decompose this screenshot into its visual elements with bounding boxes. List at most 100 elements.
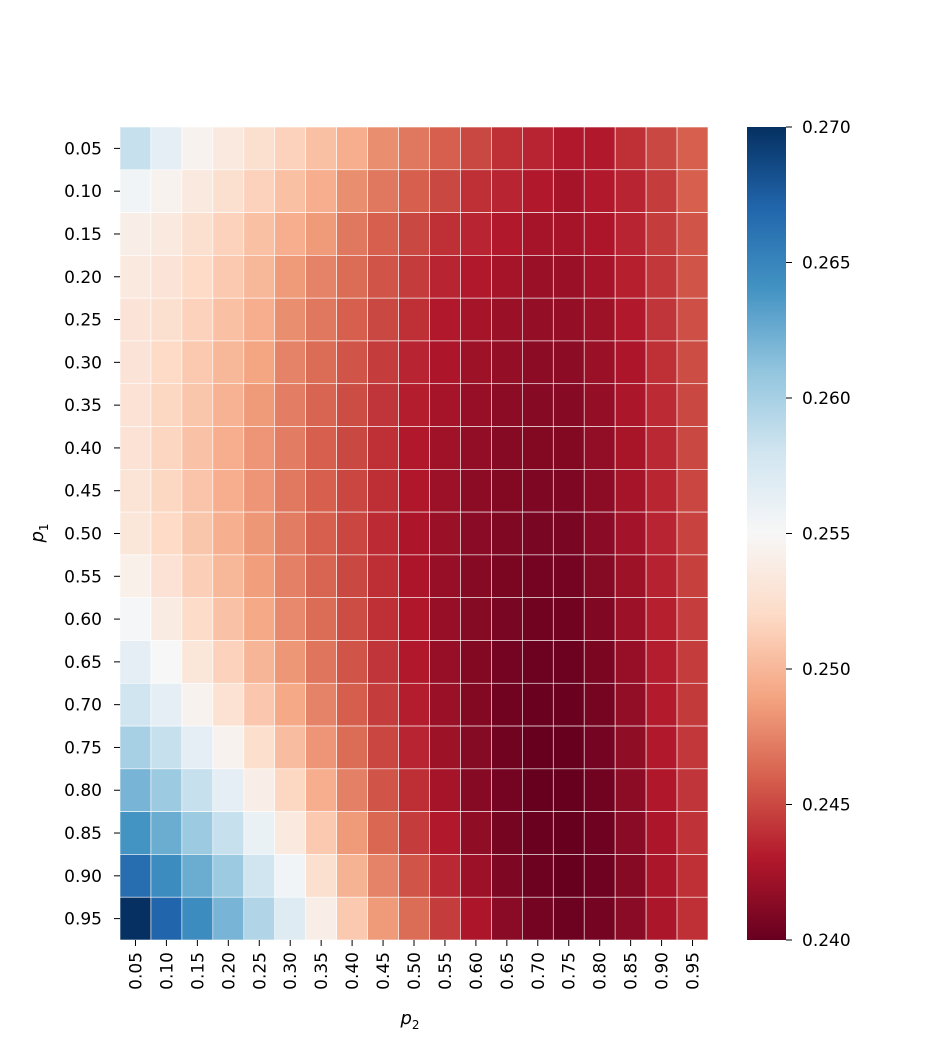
heatmap-cell bbox=[552, 126, 585, 171]
heatmap-cell bbox=[274, 725, 306, 770]
heatmap-cell bbox=[274, 768, 306, 812]
heatmap-cell bbox=[460, 212, 492, 256]
heatmap-cell bbox=[398, 126, 430, 171]
heatmap-cell bbox=[614, 212, 647, 256]
heatmap-cell bbox=[150, 597, 183, 641]
heatmap-cell bbox=[398, 640, 430, 684]
heatmap-cell bbox=[460, 640, 492, 684]
heatmap-cell bbox=[181, 469, 214, 513]
heatmap-cell bbox=[676, 511, 709, 556]
heatmap-cell bbox=[212, 554, 245, 598]
colorbar-tick-label: 0.240 bbox=[802, 931, 851, 951]
heatmap-cell bbox=[583, 768, 616, 812]
colorbar-tick-label: 0.245 bbox=[802, 796, 851, 816]
heatmap-cell bbox=[645, 896, 678, 941]
heatmap-cell bbox=[398, 469, 430, 513]
heatmap-cell bbox=[460, 768, 492, 812]
heatmap-cell bbox=[460, 255, 492, 299]
x-tick-label: 0.60 bbox=[467, 952, 487, 990]
heatmap-cell bbox=[305, 768, 337, 812]
heatmap-cell bbox=[614, 554, 647, 598]
x-tick-label: 0.25 bbox=[250, 952, 270, 990]
heatmap-cell bbox=[212, 126, 245, 171]
heatmap-cell bbox=[398, 426, 430, 470]
heatmap-cell bbox=[676, 169, 709, 213]
heatmap-cell bbox=[305, 725, 337, 770]
colorbar-tick-label: 0.265 bbox=[802, 254, 851, 274]
heatmap-cell bbox=[429, 511, 461, 556]
heatmap-cell bbox=[212, 340, 245, 385]
heatmap-cell bbox=[645, 854, 678, 898]
y-tick-label: 0.45 bbox=[64, 482, 102, 502]
heatmap-cell bbox=[367, 383, 399, 427]
heatmap-cell bbox=[212, 896, 245, 941]
heatmap-cell bbox=[522, 597, 554, 641]
heatmap-cell bbox=[367, 511, 399, 556]
heatmap-cell bbox=[367, 426, 399, 470]
heatmap-cell bbox=[181, 682, 214, 727]
heatmap-cell bbox=[181, 854, 214, 898]
heatmap-cell bbox=[243, 126, 276, 171]
heatmap-cell bbox=[645, 768, 678, 812]
heatmap-cell bbox=[274, 169, 306, 213]
heatmap-cell bbox=[429, 212, 461, 256]
heatmap-cell bbox=[460, 340, 492, 385]
heatmap-cell bbox=[305, 511, 337, 556]
heatmap-cell bbox=[274, 811, 306, 855]
heatmap-cell bbox=[212, 469, 245, 513]
heatmap-cell bbox=[336, 212, 368, 256]
heatmap-cell bbox=[212, 811, 245, 855]
y-tick-label: 0.90 bbox=[64, 867, 102, 887]
heatmap-cell bbox=[243, 169, 276, 213]
heatmap-cell bbox=[614, 811, 647, 855]
heatmap-cell bbox=[150, 255, 183, 299]
heatmap-cell bbox=[398, 169, 430, 213]
heatmap-cell bbox=[429, 896, 461, 941]
heatmap-cell bbox=[429, 725, 461, 770]
heatmap-cell bbox=[336, 640, 368, 684]
heatmap-cell bbox=[429, 426, 461, 470]
heatmap-cell bbox=[336, 169, 368, 213]
heatmap-cell bbox=[181, 126, 214, 171]
heatmap-cell bbox=[460, 297, 492, 342]
heatmap-cell bbox=[429, 126, 461, 171]
heatmap-cell bbox=[398, 597, 430, 641]
heatmap-cell bbox=[552, 682, 585, 727]
heatmap-cell bbox=[212, 511, 245, 556]
heatmap-cell bbox=[274, 682, 306, 727]
heatmap-cell bbox=[212, 383, 245, 427]
heatmap-cell bbox=[181, 725, 214, 770]
heatmap-cell bbox=[150, 383, 183, 427]
heatmap-cell bbox=[645, 554, 678, 598]
heatmap-cell bbox=[181, 169, 214, 213]
heatmap-cell bbox=[614, 511, 647, 556]
heatmap-cell bbox=[645, 469, 678, 513]
heatmap-cell bbox=[367, 811, 399, 855]
heatmap-cell bbox=[367, 597, 399, 641]
heatmap-cell bbox=[150, 511, 183, 556]
heatmap-cell bbox=[119, 682, 152, 727]
heatmap-cell bbox=[491, 682, 523, 727]
heatmap-cell bbox=[243, 896, 276, 941]
heatmap-cell bbox=[119, 469, 152, 513]
heatmap-cell bbox=[460, 169, 492, 213]
heatmap-cell bbox=[274, 297, 306, 342]
heatmap-cell bbox=[429, 255, 461, 299]
heatmap-cell bbox=[522, 212, 554, 256]
x-tick-label: 0.95 bbox=[684, 952, 704, 990]
heatmap-cell bbox=[119, 725, 152, 770]
heatmap-cell bbox=[645, 640, 678, 684]
heatmap-cell bbox=[336, 597, 368, 641]
colorbar-tick-label: 0.250 bbox=[802, 660, 851, 680]
heatmap-cell bbox=[119, 426, 152, 470]
heatmap-cell bbox=[552, 255, 585, 299]
heatmap-cell bbox=[552, 640, 585, 684]
heatmap-cell bbox=[274, 469, 306, 513]
heatmap-cell bbox=[119, 511, 152, 556]
heatmap-cell bbox=[645, 126, 678, 171]
y-tick-label: 0.35 bbox=[64, 396, 102, 416]
heatmap-cell bbox=[429, 383, 461, 427]
heatmap-cell bbox=[181, 212, 214, 256]
heatmap-cell bbox=[305, 297, 337, 342]
